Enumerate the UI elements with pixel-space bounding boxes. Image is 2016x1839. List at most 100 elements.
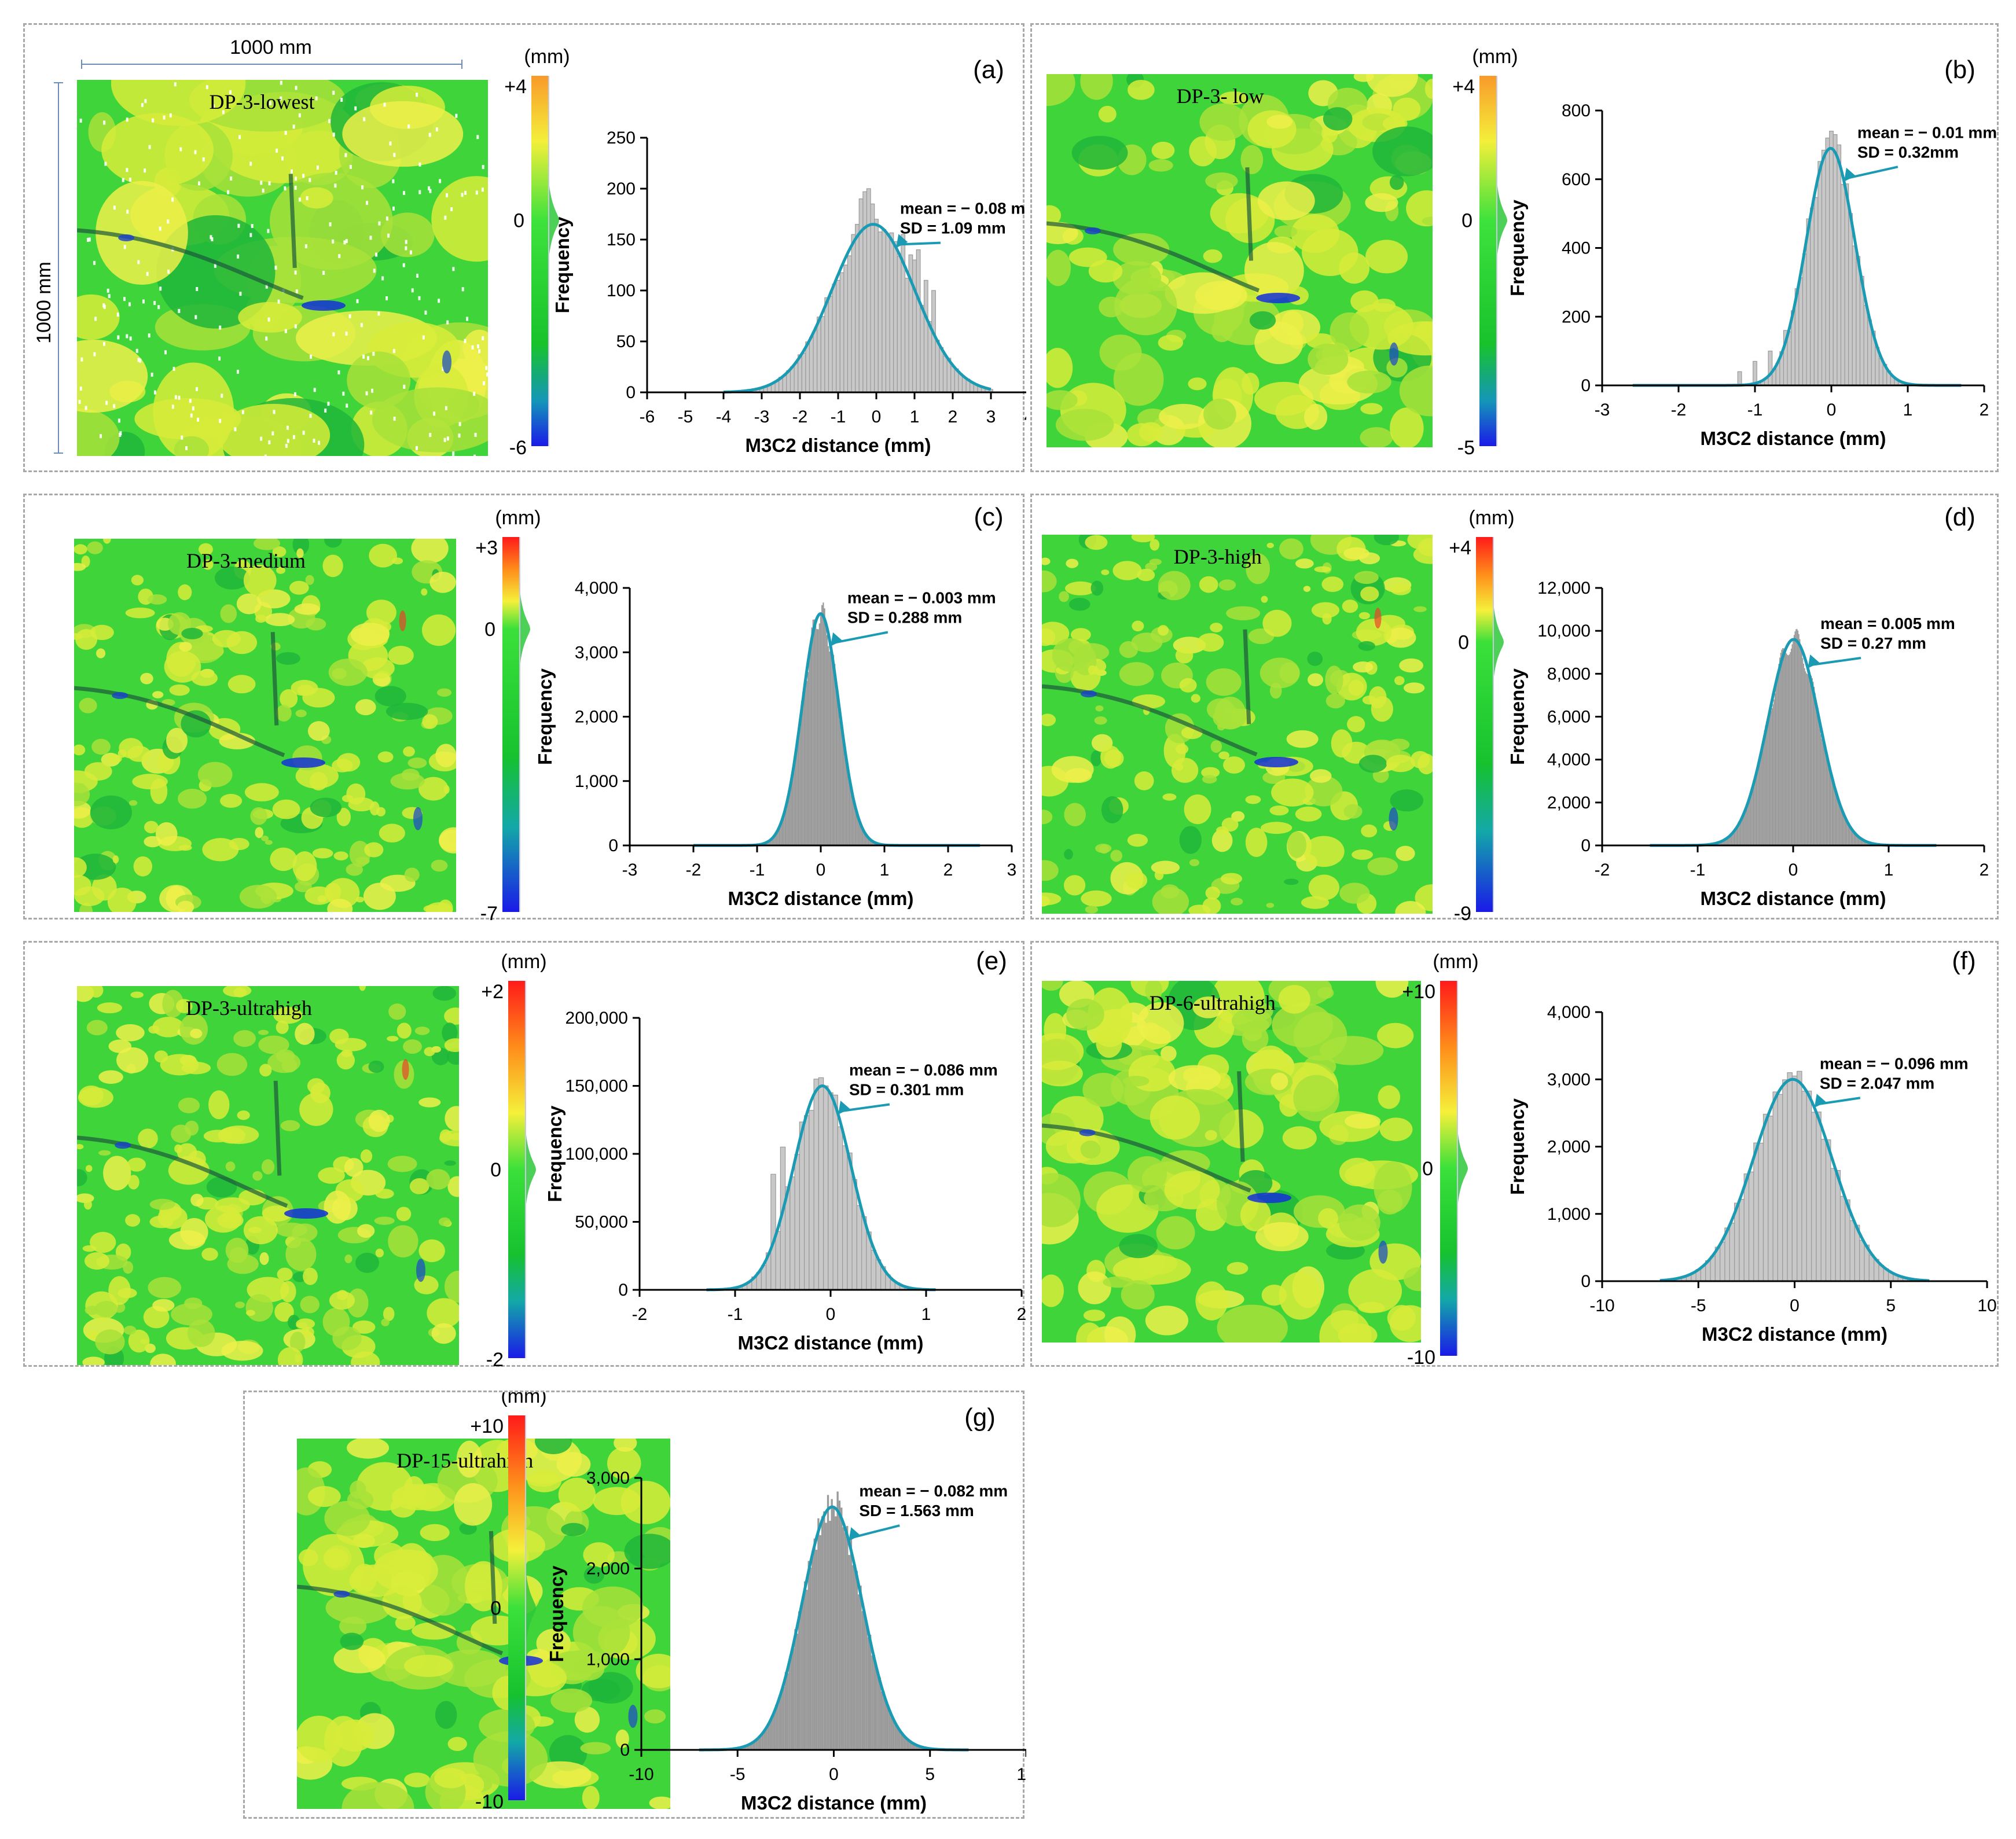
map-gap (276, 148, 278, 153)
histogram-bar (845, 754, 847, 845)
histogram-bar (879, 1677, 881, 1750)
histogram-bar (1747, 799, 1749, 845)
map-patch (255, 615, 267, 623)
map-patch (1352, 849, 1374, 860)
map-patch (1286, 730, 1319, 748)
map-gap (268, 440, 271, 444)
histogram-chart: -6 -5 -4 -3 -2 -1 0 1 2 3 4 0 50 100 150 200 250 M3C2 dis… (552, 128, 1026, 456)
map-patch (1259, 657, 1300, 689)
map-gap (306, 196, 309, 201)
map-patch (155, 822, 178, 846)
map-gap (172, 366, 175, 371)
map-patch (1090, 750, 1101, 767)
map-patch (556, 1452, 591, 1477)
histogram-bar (1866, 841, 1867, 845)
x-tick-label: -2 (1595, 860, 1610, 880)
histogram-bar (842, 1527, 844, 1750)
map-patch (344, 1254, 352, 1263)
histogram-bar (1793, 635, 1795, 845)
map-patch (333, 851, 348, 860)
colorbar-histogram (1457, 1128, 1468, 1209)
histogram-bar (1859, 837, 1861, 845)
histogram-bar (1837, 144, 1842, 386)
histogram-bar (1744, 812, 1745, 845)
histogram-bar (1850, 827, 1851, 845)
map-patch (152, 1017, 184, 1038)
map-patch (329, 1028, 349, 1044)
map-patch (1206, 668, 1242, 696)
map-gap (292, 435, 295, 439)
map-gap (293, 392, 296, 396)
histogram-bar (923, 279, 928, 393)
map-patch (1071, 135, 1128, 170)
histogram-bar (1765, 725, 1766, 845)
map-patch (1042, 810, 1053, 825)
histogram-bar (773, 1714, 776, 1750)
map-crack (77, 1080, 288, 1208)
map-gap (194, 315, 197, 319)
histogram-bar (860, 1586, 862, 1750)
map-patch (1083, 1310, 1106, 1322)
map-patch (1114, 277, 1177, 336)
map-gap (163, 115, 166, 120)
map-patch (382, 1586, 422, 1620)
x-tick-label: -5 (730, 1765, 746, 1784)
map-gap (249, 161, 252, 166)
histogram-bar (817, 629, 819, 845)
map-patch (1284, 878, 1299, 885)
histogram-bar (1784, 651, 1786, 845)
map-patch (152, 1299, 175, 1312)
histogram-bar (1741, 820, 1742, 845)
histogram-bar (1768, 1116, 1773, 1282)
map-patch (179, 642, 192, 652)
map-gap (433, 411, 436, 416)
histogram-bar (1804, 668, 1805, 845)
histogram-bar (1761, 748, 1762, 845)
annotation-sd: SD = 1.563 mm (859, 1502, 974, 1520)
histogram-bar (1795, 629, 1797, 845)
map-patch (77, 409, 120, 456)
histogram-bar (1855, 834, 1856, 845)
map-gap (234, 427, 237, 432)
map-gap (268, 181, 271, 186)
histogram-bar (832, 1094, 838, 1290)
map-gap (334, 183, 337, 188)
map-patch (580, 1742, 611, 1755)
map-depression (1389, 807, 1398, 831)
map-gap (428, 133, 431, 137)
colorbar-min-label: -5 (1457, 437, 1475, 459)
map-patch (1358, 641, 1375, 651)
map-patch (1339, 1157, 1376, 1187)
map-patch (74, 782, 90, 807)
map-patch (1231, 1008, 1272, 1033)
histogram-bar (871, 841, 873, 845)
y-tick-label: 100,000 (565, 1145, 628, 1164)
map-patch (1159, 403, 1209, 429)
histogram-bar (788, 1658, 791, 1750)
y-tick-label: 4,000 (1547, 751, 1591, 770)
map-patch (1422, 216, 1433, 226)
map-depression (442, 350, 451, 374)
histogram-bar (1743, 815, 1745, 845)
map-patch (133, 856, 153, 877)
map-patch (438, 1217, 451, 1226)
map-patch (74, 857, 87, 878)
histogram-bar (1856, 834, 1857, 845)
map-patch (1386, 755, 1415, 773)
map-patch (171, 1124, 192, 1143)
histogram-bar (874, 219, 879, 393)
map-patch (439, 1129, 452, 1142)
map-gap (407, 124, 410, 129)
histogram-bar (1758, 1142, 1764, 1282)
colorbar-min-label: -2 (486, 1349, 504, 1369)
colorbar-max-label: +4 (504, 76, 527, 98)
map-patch (98, 1150, 111, 1156)
histogram-bar (827, 1495, 829, 1750)
histogram-bar (828, 296, 833, 393)
map-depression (1079, 1129, 1096, 1136)
histogram-bar (772, 838, 773, 845)
map-patch (1314, 566, 1331, 573)
panel-label: (d) (1944, 503, 1975, 531)
map-patch (1366, 74, 1418, 97)
histogram-bar (1768, 715, 1770, 845)
